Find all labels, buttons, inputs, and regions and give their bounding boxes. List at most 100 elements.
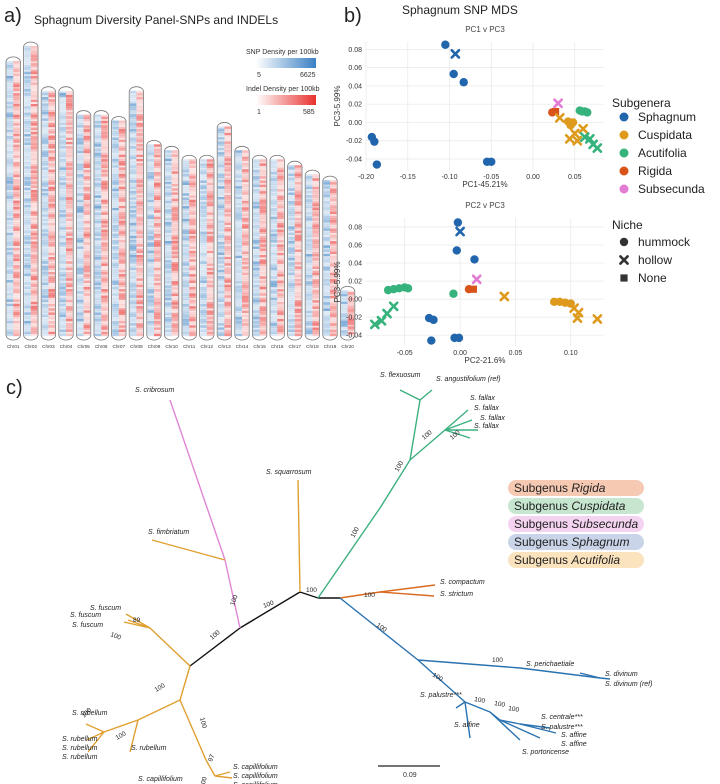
indel-density-band	[118, 331, 126, 335]
indel-density-band	[154, 246, 161, 249]
snp-density-band	[305, 176, 313, 179]
snp-density-band	[94, 299, 102, 303]
leaf-label-rubellum3: S. rubellum	[62, 745, 98, 752]
indel-density-band	[118, 265, 126, 268]
bootstrap-b_center2: 100	[306, 587, 317, 594]
snp-density-band	[270, 220, 278, 224]
indel-density-band	[224, 188, 231, 191]
snp-density-band	[323, 258, 330, 261]
indel-density-band	[206, 267, 214, 271]
indel-density-band	[277, 184, 284, 188]
indel-density-band	[224, 156, 231, 159]
snp-density-band	[94, 178, 102, 181]
snp-density-band	[305, 211, 313, 215]
snp-colorbar	[256, 58, 316, 68]
snp-density-band	[41, 90, 49, 94]
indel-density-band	[154, 159, 161, 162]
indel-density-band	[259, 246, 267, 249]
snp-density-band	[94, 154, 102, 158]
indel-density-band	[206, 325, 214, 328]
snp-density-band	[59, 103, 66, 106]
indel-density-band	[259, 321, 267, 324]
indel-density-band	[83, 225, 91, 228]
indel-density-band	[189, 321, 196, 324]
indel-density-band	[30, 164, 38, 167]
indel-density-band	[13, 129, 20, 133]
snp-density-band	[288, 279, 295, 282]
snp-density-band	[253, 312, 260, 315]
snp-density-band	[217, 325, 225, 328]
snp-density-band	[94, 321, 102, 324]
indel-density-band	[347, 322, 355, 325]
snp-density-band	[235, 232, 242, 235]
leaf-label-fallax4: S. fallax	[474, 423, 499, 430]
x-tick-label: 0.10	[564, 350, 578, 357]
indel-density-band	[30, 48, 38, 51]
indel-density-band	[171, 192, 179, 195]
indel-density-band	[136, 257, 143, 260]
snp-density-band	[59, 94, 66, 98]
snp-density-band	[235, 203, 242, 206]
indel-density-band	[13, 151, 20, 154]
snp-density-band	[270, 195, 278, 198]
indel-density-band	[83, 297, 91, 300]
snp-density-band	[24, 241, 31, 244]
indel-density-band	[118, 190, 126, 194]
indel-density-band	[277, 195, 284, 198]
snp-density-band	[165, 319, 172, 322]
snp-density-band	[112, 246, 119, 249]
snp-density-band	[182, 193, 190, 196]
indel-density-band	[66, 120, 73, 123]
indel-density-band	[13, 131, 20, 135]
snp-density-band	[77, 199, 84, 203]
snp-density-band	[6, 282, 14, 285]
snp-density-band	[59, 252, 66, 256]
indel-density-band	[30, 278, 38, 281]
snp-density-band	[288, 247, 295, 250]
indel-density-band	[83, 174, 91, 177]
indel-density-band	[83, 214, 91, 217]
indel-density-band	[30, 273, 38, 277]
tree-branch	[455, 701, 466, 709]
indel-density-band	[206, 244, 214, 247]
indel-density-band	[118, 286, 126, 290]
indel-density-band	[206, 289, 214, 292]
indel-density-band	[30, 267, 38, 270]
snp-density-band	[6, 239, 14, 242]
indel-density-band	[101, 240, 108, 243]
snp-density-band	[94, 284, 102, 288]
snp-density-band	[147, 169, 154, 173]
snp-density-band	[217, 169, 225, 172]
snp-density-band	[24, 104, 31, 107]
indel-density-band	[101, 318, 108, 322]
snp-density-band	[217, 175, 225, 178]
snp-density-band	[59, 167, 66, 170]
indel-density-band	[224, 211, 231, 215]
indel-density-band	[136, 94, 143, 98]
snp-density-band	[341, 324, 348, 327]
snp-density-band	[323, 220, 330, 223]
snp-density-band	[270, 282, 278, 286]
snp-density-band	[253, 193, 260, 196]
chromosome-outline	[269, 154, 285, 341]
indel-density-band	[13, 222, 20, 225]
snp-density-band	[94, 125, 102, 128]
snp-density-band	[165, 173, 172, 176]
indel-density-band	[154, 144, 161, 147]
snp-density-band	[217, 327, 225, 330]
indel-density-band	[171, 188, 179, 191]
indel-density-band	[101, 282, 108, 286]
indel-density-band	[30, 71, 38, 75]
indel-density-band	[171, 266, 179, 269]
indel-density-band	[154, 250, 161, 254]
snp-density-band	[59, 280, 66, 283]
snp-density-band	[6, 247, 14, 251]
snp-density-band	[77, 216, 84, 220]
indel-density-band	[224, 171, 231, 174]
snp-density-band	[147, 329, 154, 332]
snp-density-band	[165, 224, 172, 227]
snp-density-band	[217, 321, 225, 324]
snp-density-band	[59, 286, 66, 290]
snp-density-band	[6, 129, 14, 133]
snp-density-band	[77, 114, 84, 117]
